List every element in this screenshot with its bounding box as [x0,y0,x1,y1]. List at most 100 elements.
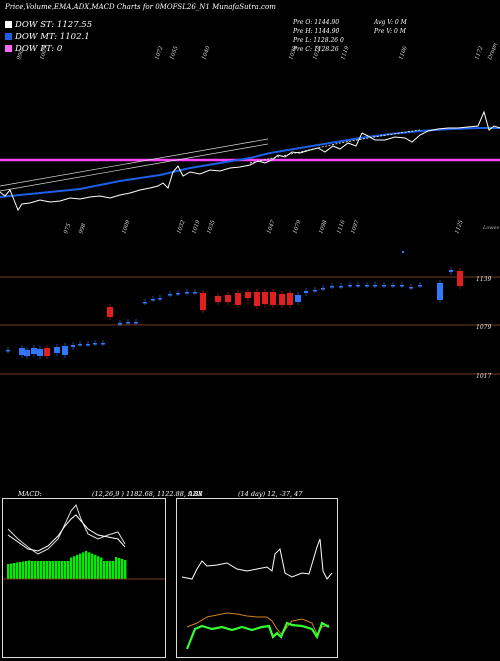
adx-title: ADX [188,490,203,498]
macd-bar [19,562,22,579]
ema-dashed-line [249,129,421,164]
macd-params: (12,26,9 ) 1182.68, 1122.88, 9.88 [92,490,203,498]
candle [418,285,422,287]
candle [391,285,395,287]
candle [134,322,138,324]
macd-bar [88,552,91,579]
macd-bar [25,561,28,579]
candle [19,348,25,355]
candle [31,348,37,354]
candle [158,298,162,300]
candle [339,286,343,288]
candle [373,285,377,287]
top-price-labels: 990 1007 1072 1055 1040 1035 1018 1119 1106 1172 D… [16,42,499,62]
candle [78,344,82,346]
candle [54,347,60,353]
stat-high: Pre H: 1144.90 [293,28,340,35]
adx-chart [181,538,333,650]
candle [313,290,317,292]
candle [44,348,50,356]
macd-bar [94,554,97,579]
candle [176,293,180,295]
candle [365,285,369,287]
bottom-price-label: 1097 [350,219,361,235]
macd-bar [43,561,46,579]
candle [382,285,386,287]
macd-line [7,504,126,555]
macd-bar [10,563,13,579]
macd-bar [124,560,127,579]
top-price-label: 1055 [169,45,180,61]
macd-bar [64,561,67,579]
macd-bar [85,551,88,579]
candle [348,285,352,287]
macd-bar [76,554,79,579]
legend-dow-st: DOW ST: 1127.55 [5,20,92,30]
adx-line [181,538,333,580]
macd-bar [16,562,19,579]
candle [6,350,10,352]
bottom-price-label: 1019 [191,219,202,235]
top-price-label: 1040 [201,45,212,61]
legend-label: DOW MT: 1102.1 [15,32,90,42]
candle [62,346,68,355]
plus-di-line [185,621,330,650]
candle [245,292,251,298]
lowest-label: Lowes [482,225,500,231]
macd-bar [97,556,100,579]
macd-bar [28,560,31,579]
candle [185,292,189,294]
top-price-label: Dropn [487,42,499,62]
price-line [0,110,500,212]
candle [457,271,463,286]
macd-bar [37,561,40,579]
top-price-label: 1007 [39,45,50,61]
bottom-price-label: 1009 [121,219,132,235]
top-price-label: 1035 [288,45,299,61]
candle [295,295,301,302]
candle [200,293,206,310]
candle [93,343,97,345]
macd-bar [46,561,49,579]
candle [287,293,293,305]
macd-bar [40,561,43,579]
candle [193,292,197,294]
macd-bar [121,559,124,579]
macd-bar [7,564,10,579]
bottom-price-label: 1125 [454,219,465,235]
candle-price-label: 1079 [476,324,491,331]
top-price-label: 990 [16,48,25,60]
candle [321,288,325,290]
bottom-price-label: 975 [63,222,72,234]
macd-bar [61,561,64,579]
adx-params: (14 day) 12, -37, 47 [238,490,303,498]
chart-title: Price,Volume,EMA,ADX,MACD Charts for 0MO… [5,3,276,11]
bottom-price-label: 1032 [176,219,187,235]
candle [279,294,285,305]
macd-bar [115,557,118,579]
stat-close: Pre C: 1128.26 [293,46,339,53]
legend-swatch [5,33,12,40]
top-price-label: 1172 [474,45,485,61]
candle [71,345,75,347]
candle [37,349,43,356]
stat-low: Pre L: 1128.26 0 [293,37,344,44]
candle [254,292,260,306]
candle-price-label: 1139 [476,276,491,283]
top-price-label: 1018 [312,45,323,61]
signal-line [7,514,126,552]
stat-pre-volume: Pre V: 0 M [374,28,406,35]
macd-bar [55,561,58,579]
price-chart: 990 1007 1072 1055 1040 1035 1018 1119 1106 1172 D… [0,42,500,380]
bottom-price-label: 998 [78,222,87,234]
macd-bar [31,561,34,579]
legend-dow-mt: DOW MT: 1102.1 [5,32,90,42]
bottom-price-label: 1035 [206,219,217,235]
macd-bar [52,561,55,579]
candle [101,343,105,345]
adx-panel [176,498,338,658]
trend-channel-lower [0,143,269,192]
legend-dow-pt: DOW PT: 0 [5,44,62,54]
candle [402,251,404,253]
candle [400,285,404,287]
